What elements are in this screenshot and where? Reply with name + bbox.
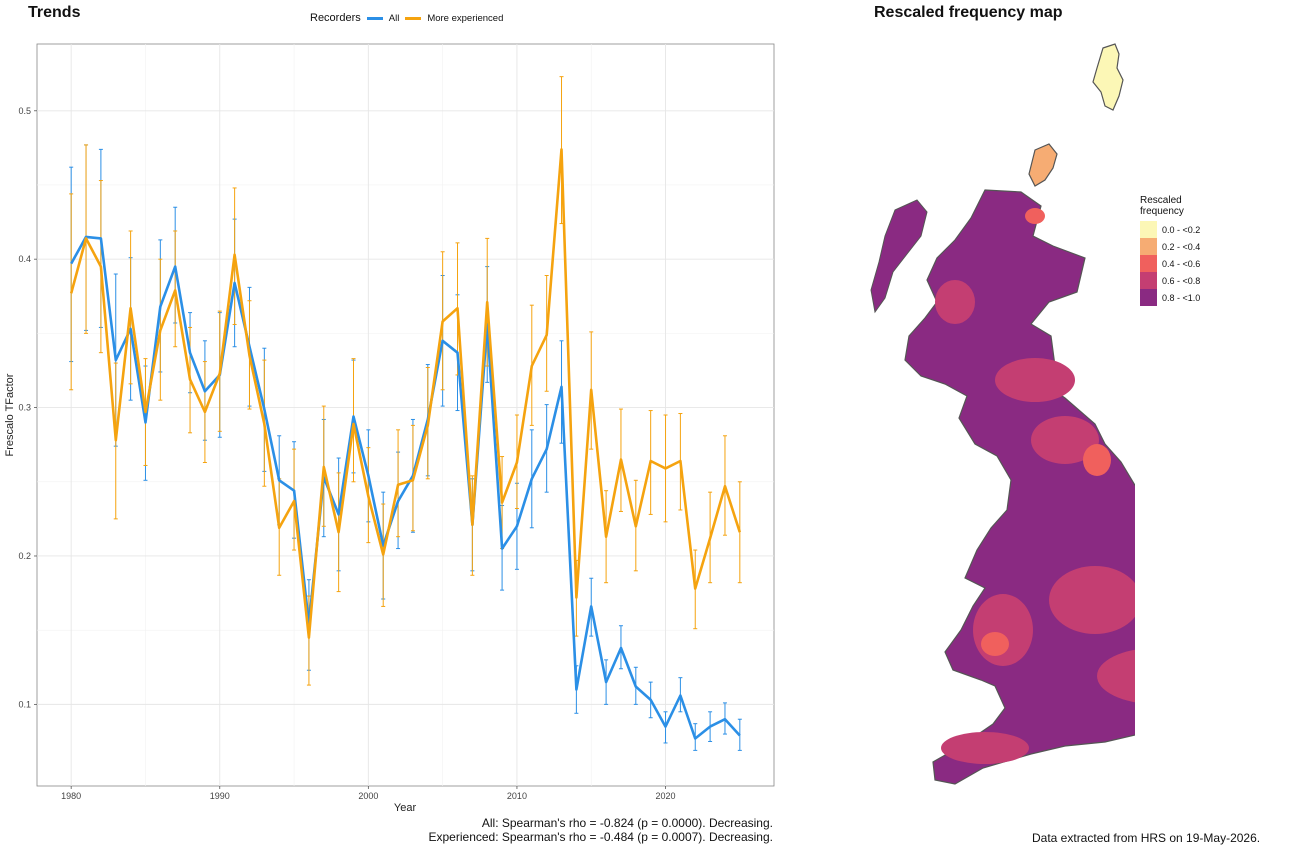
map-patch-wales-inner <box>981 632 1009 656</box>
map-legend-row: 0.2 - <0.4 <box>1140 238 1200 255</box>
trends-chart: 1980 1990 2000 2010 2020 0.1 0.2 0.3 0.4 0.5 Year… <box>4 43 775 814</box>
map-legend-swatch <box>1140 272 1157 289</box>
map-legend-row: 0.0 - <0.2 <box>1140 221 1200 238</box>
y-axis-label: Frescalo TFactor <box>4 373 16 456</box>
map-region-mainland <box>904 189 1135 785</box>
map-legend-swatch <box>1140 289 1157 306</box>
map-title: Rescaled frequency map <box>874 4 1063 21</box>
x-tick-label: 2000 <box>358 791 378 801</box>
series-line-experienced <box>69 148 742 639</box>
x-axis-label: Year <box>394 802 417 814</box>
map-legend-label: 0.4 - <0.6 <box>1162 258 1201 269</box>
map-patch-borders <box>1031 416 1099 464</box>
legend-title: Recorders <box>310 12 361 24</box>
y-tick-label: 0.1 <box>18 699 31 709</box>
x-tick-label: 1990 <box>210 791 230 801</box>
map-region-orkney <box>1028 143 1058 187</box>
rescaled-frequency-map <box>870 43 1135 785</box>
legend-label-all: All <box>388 12 400 24</box>
axes: 1980 1990 2000 2010 2020 0.1 0.2 0.3 0.4 0.5 <box>18 106 675 801</box>
map-legend-label: 0.8 - <1.0 <box>1162 292 1201 303</box>
map-legend-label: 0.0 - <0.2 <box>1162 224 1201 235</box>
chart-legend: Recorders All More experienced <box>310 12 503 24</box>
legend-swatch-all <box>366 16 383 20</box>
map-patch-north-east <box>1083 444 1111 476</box>
map-patch-southwest <box>941 732 1029 764</box>
series-line-all <box>70 235 741 740</box>
map-legend-label: 0.2 - <0.4 <box>1162 241 1201 252</box>
map-legend-label: 0.6 - <0.8 <box>1162 275 1201 286</box>
map-legend-swatch <box>1140 221 1157 238</box>
trends-title: Trends <box>28 4 81 21</box>
map-legend-swatch <box>1140 238 1157 255</box>
stats-experienced: Experienced: Spearman's rho = -0.484 (p … <box>428 830 774 844</box>
legend-label-experienced: More experienced <box>427 12 504 24</box>
y-tick-label: 0.3 <box>18 403 31 413</box>
x-tick-label: 2020 <box>656 791 676 801</box>
map-patch-moray <box>1025 208 1045 224</box>
y-tick-label: 0.4 <box>18 254 31 264</box>
x-tick-label: 1980 <box>61 791 81 801</box>
y-tick-label: 0.5 <box>18 106 31 116</box>
series <box>69 76 742 751</box>
spearman-stats: All: Spearman's rho = -0.824 (p = 0.0000… <box>429 816 774 844</box>
map-patch-west-highlands <box>935 280 975 324</box>
y-tick-label: 0.2 <box>18 551 31 561</box>
map-region-hebrides <box>870 199 928 314</box>
map-legend-row: 0.6 - <0.8 <box>1140 272 1200 289</box>
x-tick-label: 2010 <box>507 791 527 801</box>
map-legend-swatch <box>1140 255 1157 272</box>
map-patch-midlands <box>1049 566 1135 634</box>
source-note: Data extracted from HRS on 19-May-2026. <box>1032 831 1261 845</box>
map-legend-title-1: Rescaled <box>1140 195 1182 206</box>
map-patch-wales <box>973 594 1033 666</box>
map-legend-title-2: frequency <box>1140 206 1184 217</box>
map-patch-central-belt <box>995 358 1075 402</box>
map-patch-southeast <box>1097 649 1135 703</box>
map-legend: Rescaled frequency 0.0 - <0.2 0.2 - <0.4… <box>1140 195 1200 306</box>
stats-all: All: Spearman's rho = -0.824 (p = 0.0000… <box>481 816 773 830</box>
map-legend-row: 0.8 - <1.0 <box>1140 289 1200 306</box>
legend-swatch-experienced <box>405 16 422 20</box>
map-region-shetland <box>1092 43 1124 111</box>
map-legend-row: 0.4 - <0.6 <box>1140 255 1200 272</box>
